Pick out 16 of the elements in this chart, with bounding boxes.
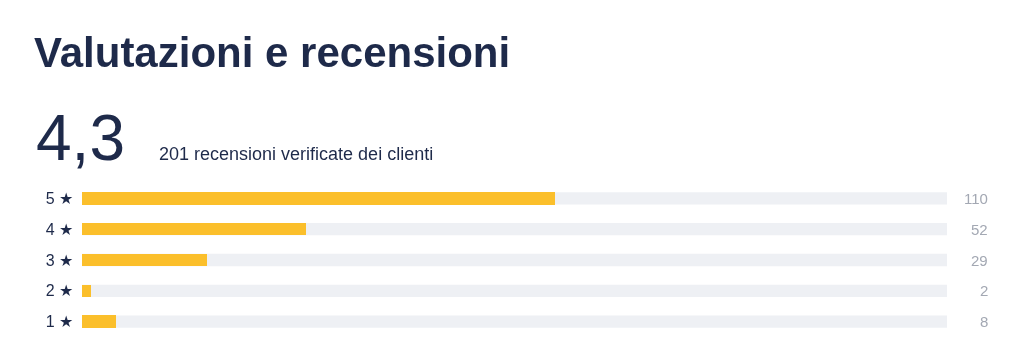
y-tick-label: 4 ★ bbox=[45, 220, 73, 238]
text: 4,3 bbox=[36, 102, 125, 174]
data-label: 110 bbox=[964, 190, 988, 207]
y-tick-label: 1 ★ bbox=[45, 313, 73, 331]
data-label: 29 bbox=[971, 252, 988, 269]
bar bbox=[82, 315, 116, 328]
chart-subtitle: 201 recensioni verificate dei clienti bbox=[159, 144, 434, 164]
data-label: 2 bbox=[980, 282, 989, 299]
chart-title: Valutazioni e recensioni bbox=[34, 28, 511, 76]
data-label: 52 bbox=[971, 221, 988, 238]
y-tick-label: 3 ★ bbox=[45, 251, 73, 269]
data-label: 8 bbox=[980, 313, 989, 330]
y-tick-label: 5 ★ bbox=[45, 190, 73, 207]
bar bbox=[82, 285, 91, 297]
bar bbox=[82, 254, 207, 266]
y-tick-label: 2 ★ bbox=[45, 282, 73, 300]
